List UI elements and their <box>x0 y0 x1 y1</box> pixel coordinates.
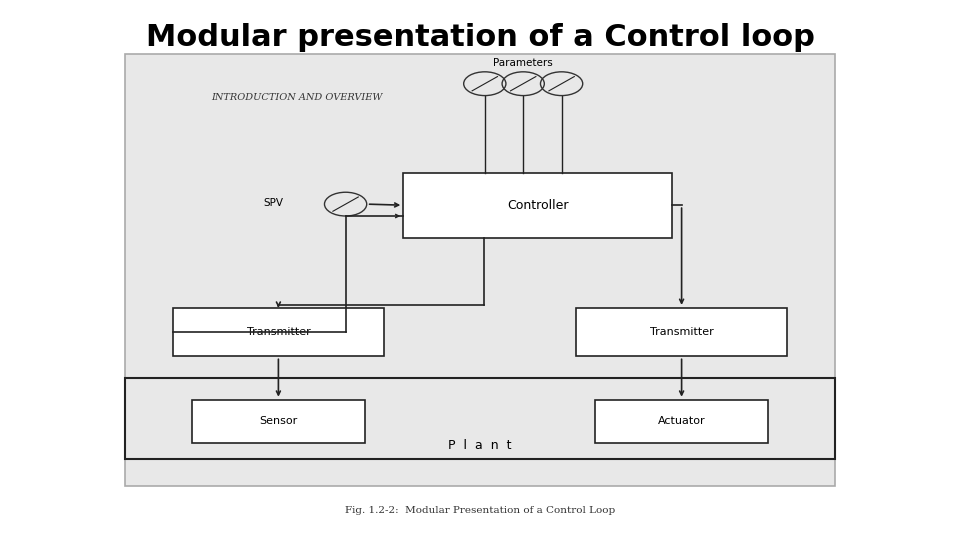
FancyBboxPatch shape <box>173 308 384 356</box>
Text: Parameters: Parameters <box>493 57 553 68</box>
Text: P  l  a  n  t: P l a n t <box>448 439 512 452</box>
Text: Modular presentation of a Control loop: Modular presentation of a Control loop <box>146 23 814 52</box>
Text: SPV: SPV <box>263 198 283 207</box>
Text: Transmitter: Transmitter <box>650 327 713 337</box>
FancyBboxPatch shape <box>125 378 835 459</box>
FancyBboxPatch shape <box>125 54 835 486</box>
Text: Transmitter: Transmitter <box>247 327 310 337</box>
FancyBboxPatch shape <box>595 400 768 443</box>
FancyBboxPatch shape <box>192 400 365 443</box>
Text: Sensor: Sensor <box>259 416 298 426</box>
Text: Fig. 1.2-2:  Modular Presentation of a Control Loop: Fig. 1.2-2: Modular Presentation of a Co… <box>345 506 615 515</box>
Text: Controller: Controller <box>507 199 568 212</box>
Text: Actuator: Actuator <box>658 416 706 426</box>
FancyBboxPatch shape <box>576 308 787 356</box>
FancyBboxPatch shape <box>403 173 672 238</box>
Text: INTRODUCTION AND OVERVIEW: INTRODUCTION AND OVERVIEW <box>211 93 383 102</box>
